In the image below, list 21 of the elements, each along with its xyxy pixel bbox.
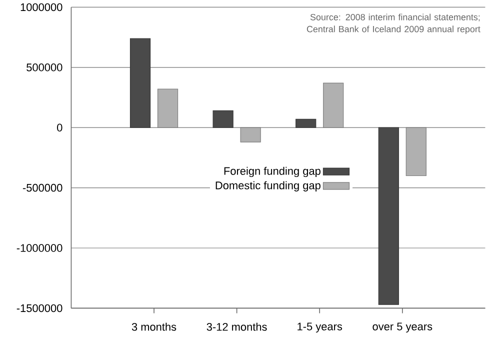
y-tick-label: 1000000 bbox=[20, 3, 62, 12]
bar bbox=[296, 118, 316, 128]
bar bbox=[212, 110, 234, 128]
bar bbox=[378, 127, 399, 305]
y-tick-label: 500000 bbox=[26, 64, 62, 72]
bar bbox=[130, 38, 151, 128]
y-tick-label: -1500000 bbox=[16, 304, 62, 312]
x-tick-label: 3 months bbox=[132, 322, 176, 331]
y-tick-label: -500000 bbox=[22, 184, 62, 192]
bar bbox=[240, 127, 261, 142]
bar bbox=[323, 82, 344, 128]
bar bbox=[157, 88, 178, 128]
y-tick-label: -1000000 bbox=[16, 244, 62, 252]
x-tick-label: over 5 years bbox=[372, 322, 432, 333]
legend-label: Domestic funding gap bbox=[216, 181, 320, 192]
annotation: Source: 2008 interim financial statements; Central Bank of Iceland 2009 annual report bbox=[306, 14, 480, 34]
x-tick-label: 1-5 years bbox=[298, 322, 342, 333]
legend-label: Foreign funding gap bbox=[224, 166, 320, 178]
x-tick-label: 3-12 months bbox=[206, 322, 267, 331]
bar bbox=[406, 127, 426, 176]
y-tick-label: 0 bbox=[57, 124, 62, 132]
